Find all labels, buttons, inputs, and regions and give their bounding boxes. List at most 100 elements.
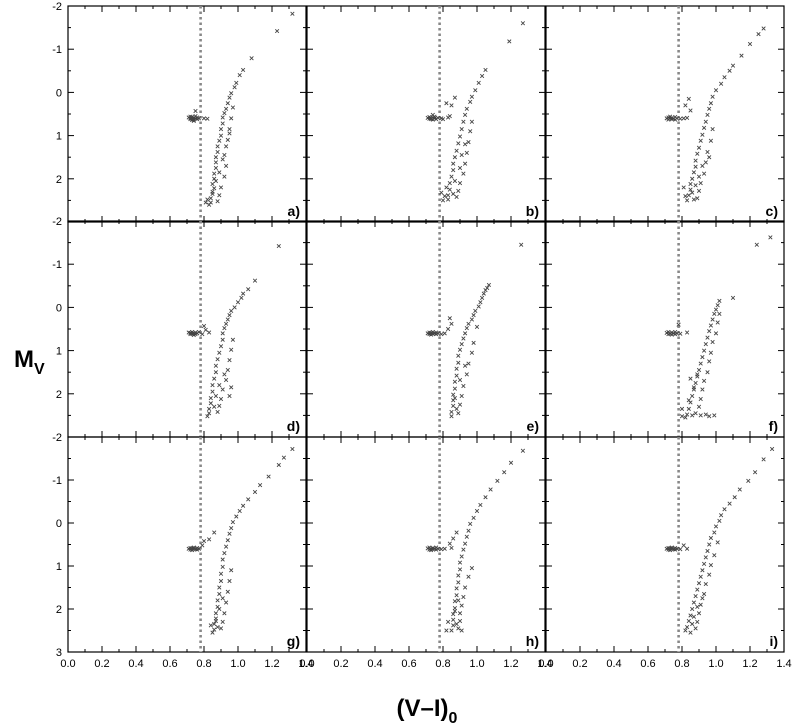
data-point [701, 378, 707, 383]
data-point [229, 347, 234, 352]
data-point [201, 538, 207, 544]
data-point [730, 295, 736, 301]
data-point [444, 185, 449, 190]
data-point [217, 138, 222, 143]
data-point [520, 21, 526, 26]
data-point [707, 106, 712, 111]
data-point [213, 160, 219, 165]
data-point [700, 387, 705, 392]
data-point [213, 178, 219, 184]
data-point [696, 611, 702, 616]
y-tick-label: -1 [52, 475, 62, 487]
data-point [229, 116, 234, 121]
panel-frame [67, 436, 307, 653]
data-point [457, 377, 463, 383]
data-point [451, 617, 456, 622]
data-point [703, 412, 708, 417]
data-point [457, 347, 463, 352]
data-point [206, 330, 212, 335]
data-point [220, 619, 225, 625]
data-point [249, 56, 254, 61]
data-point [459, 342, 464, 347]
data-point [452, 178, 458, 184]
panel-i: i) [545, 436, 785, 653]
data-point [768, 235, 773, 240]
data-point [208, 196, 213, 201]
data-point [213, 363, 219, 368]
data-point [206, 411, 212, 416]
data-point [478, 300, 483, 305]
data-point [452, 386, 458, 391]
data-point [222, 111, 227, 116]
data-point [684, 115, 690, 121]
data-point [476, 80, 481, 86]
data-point [210, 189, 215, 194]
data-point [469, 350, 475, 355]
data-point [457, 134, 463, 139]
data-point [444, 101, 449, 106]
data-point [240, 291, 246, 296]
x-tick-label: 0.2 [94, 658, 109, 670]
data-point [451, 612, 456, 617]
data-point [454, 593, 459, 598]
data-point [727, 68, 732, 73]
data-point [717, 518, 722, 523]
data-point [218, 578, 224, 584]
data-point [710, 339, 715, 345]
y-tick-label: -1 [52, 44, 62, 56]
data-point [215, 598, 220, 603]
data-point [439, 190, 444, 195]
data-point [700, 354, 705, 360]
data-point [212, 530, 217, 535]
data-point [442, 546, 447, 551]
data-point [690, 413, 695, 418]
data-point [464, 534, 469, 539]
panel-label: g) [287, 633, 300, 649]
data-point [218, 127, 224, 132]
data-point [691, 600, 697, 605]
y-tick-label: 0 [56, 87, 62, 99]
data-point [502, 470, 507, 475]
panel-frame [545, 5, 785, 223]
data-point [468, 521, 473, 526]
data-point [240, 503, 246, 508]
panel-label: a) [288, 203, 300, 219]
data-point [222, 174, 227, 179]
data-point [712, 530, 717, 535]
data-point [703, 160, 708, 165]
data-point [681, 543, 686, 548]
data-point [222, 372, 227, 377]
data-point [459, 554, 464, 559]
data-point [691, 197, 697, 202]
data-point [457, 165, 463, 171]
data-point [445, 326, 451, 332]
data-point [698, 138, 703, 143]
data-point [684, 198, 690, 203]
x-tick-label: 0.6 [401, 658, 416, 670]
data-point [208, 623, 213, 628]
data-point [449, 174, 454, 179]
data-point [462, 331, 468, 336]
x-tick-label: 0.2 [333, 658, 348, 670]
x-tick-labels: 0.0 0.2 0.4 0.6 0.8 1.0 1.2 1.40.0 0.2 0.4 0.6 0.8 1… [60, 658, 791, 670]
data-point [695, 604, 700, 609]
y-tick-label: 3 [56, 647, 62, 659]
data-point [213, 165, 219, 171]
data-point [205, 116, 210, 121]
data-point [444, 628, 449, 633]
data-point [761, 26, 766, 31]
panel-h: h) [306, 436, 546, 653]
data-point [474, 508, 480, 514]
data-point [695, 196, 700, 201]
data-point [203, 200, 208, 205]
data-point [693, 411, 698, 416]
data-point [220, 157, 225, 162]
data-point [200, 332, 205, 337]
data-point [217, 606, 222, 612]
data-point [196, 329, 202, 335]
panel-c: c) [545, 5, 785, 223]
data-point [210, 383, 215, 388]
panel-frame [306, 220, 546, 438]
data-point [229, 385, 234, 390]
